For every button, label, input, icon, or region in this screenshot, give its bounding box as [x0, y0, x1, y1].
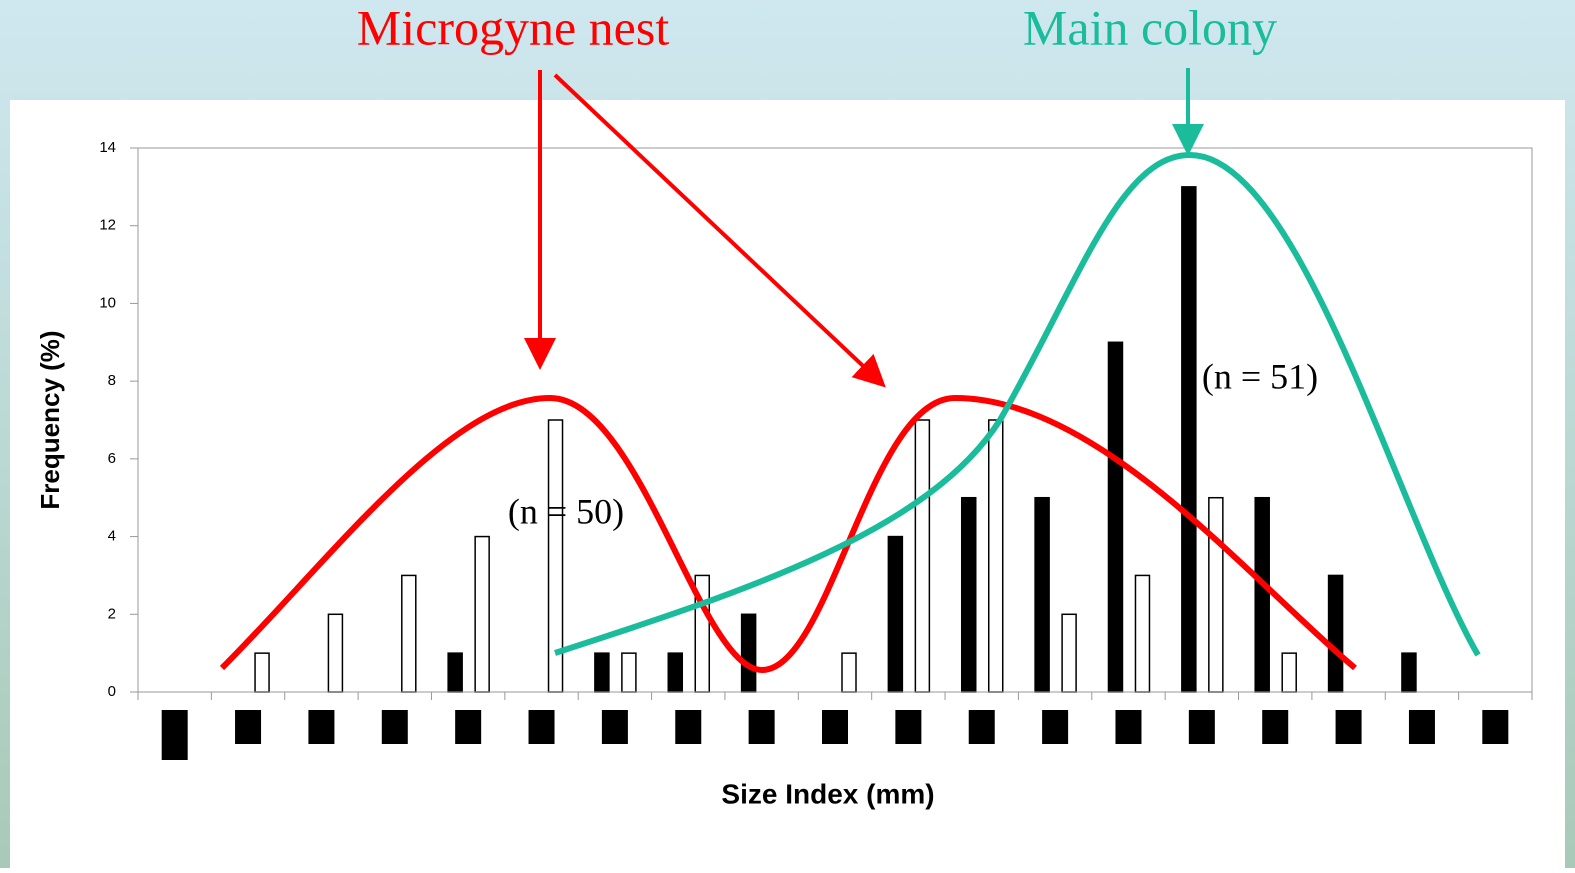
- y-tick-label: 12: [99, 217, 116, 234]
- x-tick-label: [162, 710, 188, 760]
- bar: [962, 498, 976, 692]
- bar: [1282, 653, 1296, 692]
- x-tick-label: [308, 710, 334, 744]
- bar: [1209, 498, 1223, 692]
- x-tick-label: [1115, 710, 1141, 744]
- bar: [1255, 498, 1269, 692]
- bar: [622, 653, 636, 692]
- y-tick-label: 10: [99, 294, 116, 311]
- annotation: Microgyne nest: [357, 0, 670, 55]
- x-tick-label: [235, 710, 261, 744]
- chart-panel: [10, 100, 1565, 868]
- bar: [668, 653, 682, 692]
- bar: [742, 614, 756, 692]
- x-tick-label: [602, 710, 628, 744]
- x-tick-label: [455, 710, 481, 744]
- annotation: (n = 50): [508, 491, 624, 531]
- bar: [989, 420, 1003, 692]
- bar: [448, 653, 462, 692]
- x-tick-label: [749, 710, 775, 744]
- y-tick-label: 14: [99, 139, 116, 156]
- x-tick-label: [895, 710, 921, 744]
- x-tick-label: [1336, 710, 1362, 744]
- x-tick-label: [1262, 710, 1288, 744]
- bar: [255, 653, 269, 692]
- annotation: Main colony: [1023, 0, 1277, 55]
- bar: [1329, 575, 1343, 692]
- x-tick-label: [529, 710, 555, 744]
- x-tick-label: [822, 710, 848, 744]
- bar: [1135, 575, 1149, 692]
- x-tick-label: [1189, 710, 1215, 744]
- y-tick-label: 4: [108, 528, 116, 545]
- x-tick-label: [675, 710, 701, 744]
- bar: [402, 575, 416, 692]
- x-tick-label: [1409, 710, 1435, 744]
- y-axis-title: Frequency (%): [35, 330, 65, 509]
- x-tick-label: [1482, 710, 1508, 744]
- bar: [915, 420, 929, 692]
- y-tick-label: 8: [108, 372, 116, 389]
- bar: [475, 537, 489, 692]
- bar: [1108, 342, 1122, 692]
- bar: [842, 653, 856, 692]
- chart: 0 2 4 6 8 10 12 14 Microgyne nest Main colony (…: [0, 0, 1575, 868]
- annotation: (n = 51): [1202, 356, 1318, 396]
- x-tick-label: [382, 710, 408, 744]
- y-tick-label: 0: [108, 683, 116, 700]
- bar: [595, 653, 609, 692]
- y-tick-label: 6: [108, 450, 116, 467]
- x-axis-title: Size Index (mm): [721, 778, 934, 809]
- y-tick-label: 2: [108, 605, 116, 622]
- page: {"chart_data": {"type": "bar", "annotati…: [0, 0, 1575, 868]
- bar: [1035, 498, 1049, 692]
- bar: [1402, 653, 1416, 692]
- x-tick-label: [1042, 710, 1068, 744]
- bar: [1182, 187, 1196, 692]
- bar: [328, 614, 342, 692]
- x-tick-label: [969, 710, 995, 744]
- bar: [888, 537, 902, 692]
- bar: [1062, 614, 1076, 692]
